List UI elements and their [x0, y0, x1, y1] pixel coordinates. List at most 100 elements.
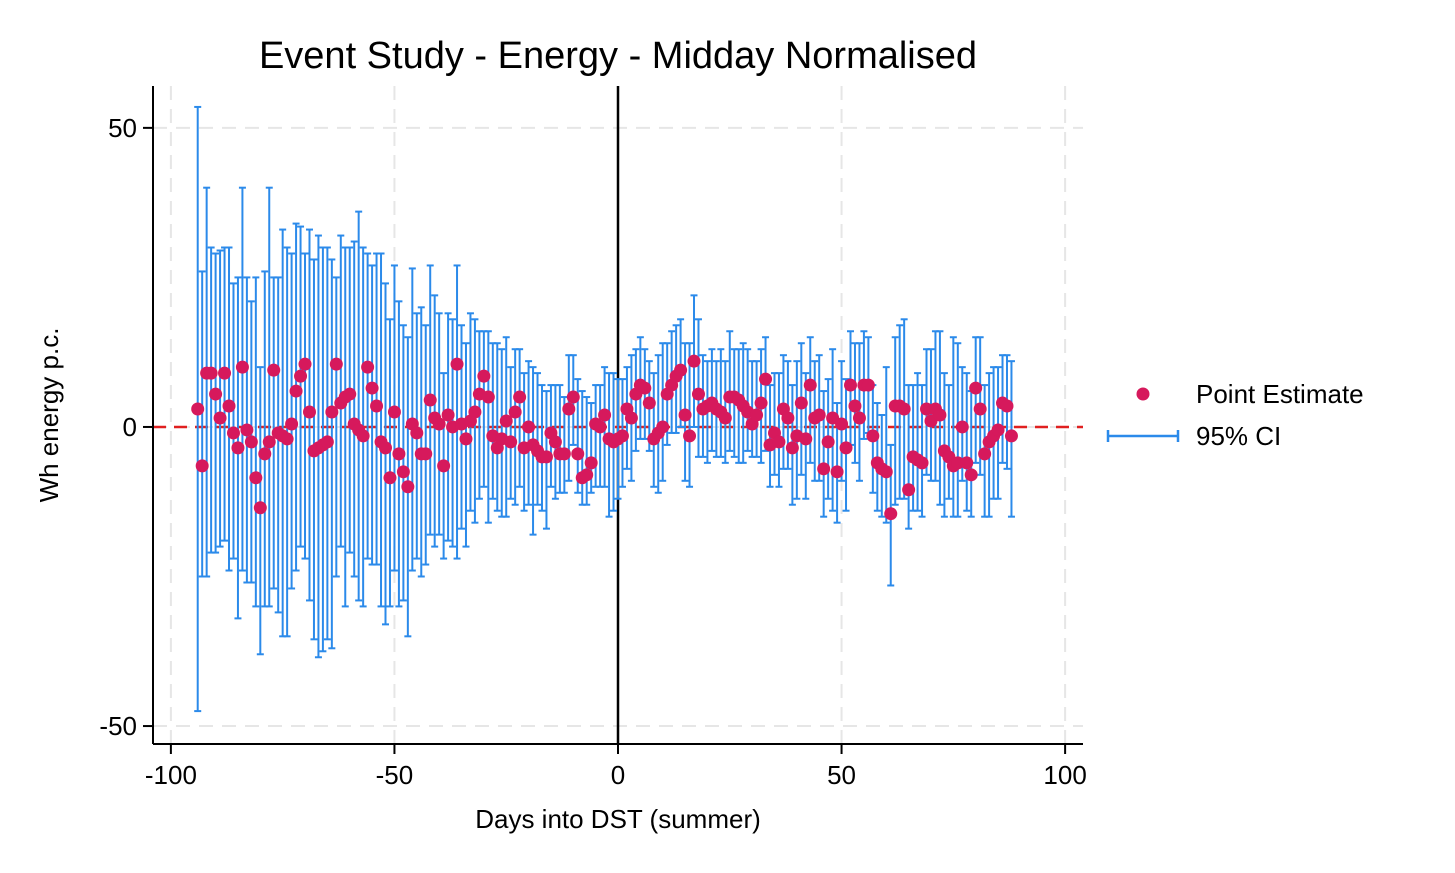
- point-estimate: [1000, 399, 1014, 413]
- ci-bar: [967, 390, 975, 518]
- point-estimate: [320, 435, 334, 449]
- point-estimate: [419, 447, 433, 461]
- point-estimate: [821, 435, 835, 449]
- point-estimate: [817, 462, 831, 476]
- point-estimate: [920, 402, 934, 416]
- point-estimate: [280, 432, 294, 446]
- point-estimate: [642, 396, 656, 410]
- ci-bar: [350, 240, 358, 578]
- point-estimate: [683, 429, 697, 443]
- point-estimate: [432, 417, 446, 431]
- ci-bar: [744, 348, 752, 452]
- legend-point-marker: [1136, 387, 1150, 401]
- chart-title: Event Study - Energy - Midday Normalised: [259, 35, 977, 77]
- ci-bar: [717, 348, 725, 458]
- point-estimate: [598, 408, 612, 422]
- point-estimate: [687, 354, 701, 368]
- point-estimate: [410, 426, 424, 440]
- point-estimate: [955, 420, 969, 434]
- point-estimate: [884, 507, 898, 521]
- point-estimate: [839, 441, 853, 455]
- point-estimate: [580, 468, 594, 482]
- point-estimate: [267, 363, 281, 377]
- point-estimate: [370, 399, 384, 413]
- y-tick-label: 0: [123, 412, 137, 442]
- point-estimate: [262, 435, 276, 449]
- ci-bar: [364, 252, 372, 560]
- ci-bar: [265, 186, 273, 608]
- ci-bar: [212, 252, 220, 554]
- point-estimate: [218, 366, 232, 380]
- ci-bar: [891, 336, 899, 506]
- point-estimate: [691, 387, 705, 401]
- x-tick-label: -50: [376, 760, 414, 790]
- legend-ci: 95% CI: [1196, 421, 1281, 451]
- point-estimate: [508, 405, 522, 419]
- point-estimate: [383, 471, 397, 485]
- y-tick-label: -50: [99, 711, 137, 741]
- point-estimate: [615, 429, 629, 443]
- point-estimate: [879, 465, 893, 479]
- ci-bar: [274, 276, 282, 614]
- point-estimate: [522, 420, 536, 434]
- point-estimate: [195, 459, 209, 473]
- ci-bar: [399, 324, 407, 602]
- point-estimate: [244, 435, 258, 449]
- point-estimate: [848, 399, 862, 413]
- point-estimate: [504, 435, 518, 449]
- point-estimate: [973, 402, 987, 416]
- ci-bar: [945, 384, 953, 500]
- point-estimate: [960, 456, 974, 470]
- point-estimate: [772, 435, 786, 449]
- point-estimate: [803, 378, 817, 392]
- y-tick-label: 50: [108, 113, 137, 143]
- confidence-intervals: [194, 105, 1015, 713]
- ci-bar: [337, 234, 345, 548]
- ci-bar: [493, 342, 501, 512]
- point-estimate: [204, 366, 218, 380]
- ci-bar: [229, 282, 237, 560]
- point-estimate: [468, 405, 482, 419]
- point-estimate: [392, 447, 406, 461]
- ci-bar: [659, 342, 667, 482]
- ci-bar: [762, 336, 770, 452]
- point-estimate: [969, 381, 983, 395]
- point-estimate: [231, 441, 245, 455]
- point-estimate: [861, 378, 875, 392]
- point-estimate: [844, 378, 857, 392]
- ci-bar: [565, 354, 573, 482]
- point-estimate: [674, 363, 688, 377]
- point-estimate: [799, 432, 813, 446]
- x-tick-label: 100: [1043, 760, 1086, 790]
- point-estimate: [539, 450, 553, 464]
- point-estimate: [249, 471, 263, 485]
- point-estimate: [343, 387, 357, 401]
- point-estimate: [325, 405, 339, 419]
- y-axis-label: Wh energy p.c.: [34, 328, 64, 503]
- ci-bar: [963, 372, 971, 512]
- ci-bar: [534, 372, 542, 506]
- ci-bar: [417, 306, 425, 578]
- point-estimate: [329, 357, 343, 371]
- point-estimate: [852, 411, 866, 425]
- ci-bar: [386, 318, 394, 608]
- point-estimate: [298, 357, 312, 371]
- ci-bar: [583, 396, 591, 506]
- point-estimate: [401, 480, 415, 494]
- point-estimate: [571, 447, 585, 461]
- point-estimate: [209, 387, 223, 401]
- point-estimate: [294, 369, 308, 383]
- point-estimate: [222, 399, 236, 413]
- point-estimate: [754, 396, 768, 410]
- point-estimate: [379, 441, 392, 455]
- point-estimate: [978, 447, 992, 461]
- point-estimate: [361, 360, 375, 374]
- ci-bar: [355, 210, 363, 602]
- legend: Point Estimate 95% CI: [1106, 379, 1364, 451]
- point-estimate: [557, 447, 571, 461]
- point-estimate: [902, 483, 916, 497]
- point-estimate: [548, 435, 562, 449]
- point-estimate: [1004, 429, 1018, 443]
- point-estimate: [356, 429, 370, 443]
- point-estimate: [951, 456, 965, 470]
